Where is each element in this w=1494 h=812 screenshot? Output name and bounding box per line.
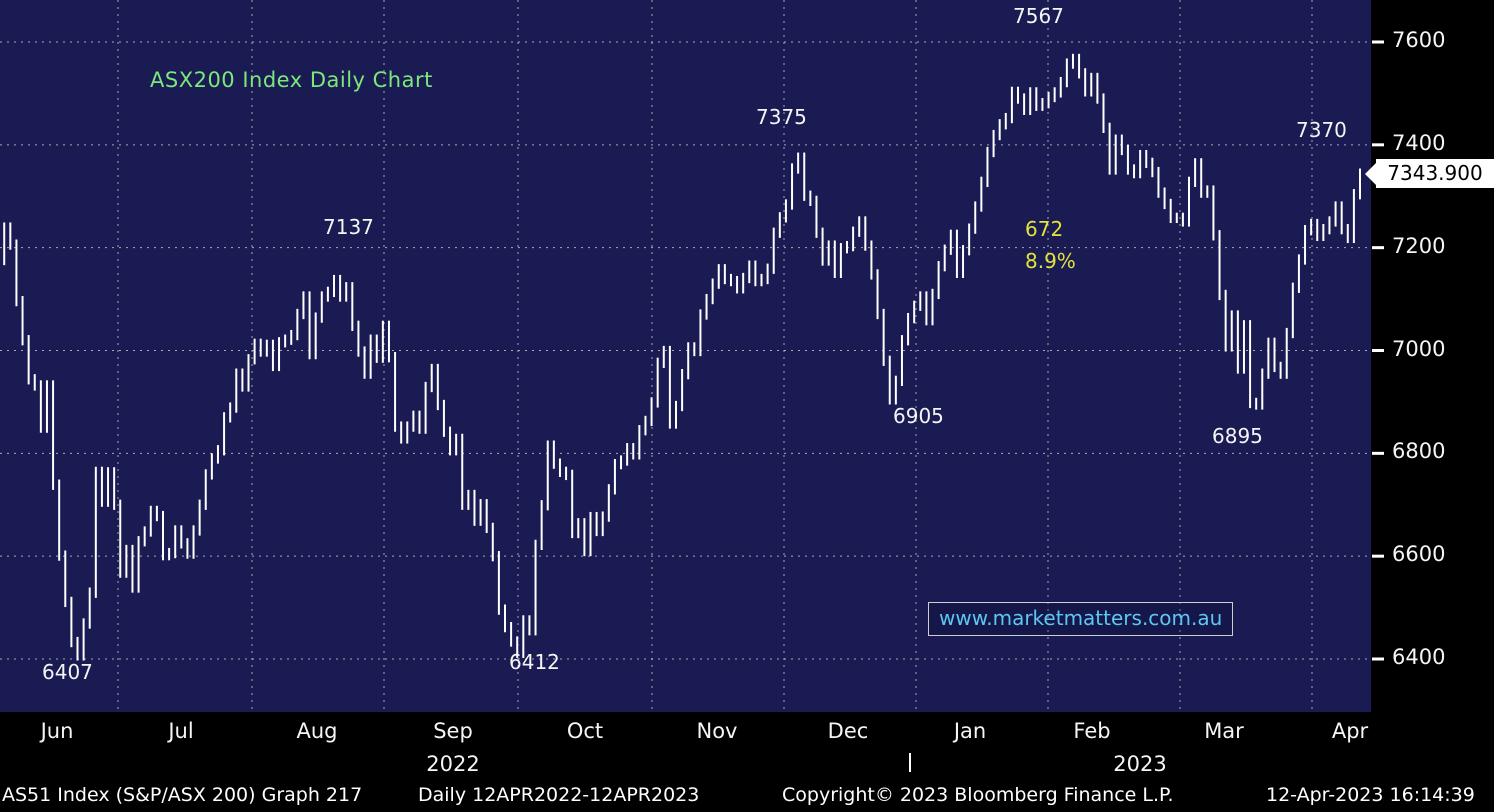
annotation-6895: 6895: [1212, 424, 1263, 448]
footer-copyright: Copyright© 2023 Bloomberg Finance L.P.: [782, 784, 1174, 806]
price-arrow-icon: [1365, 162, 1376, 185]
month-label-oct: Oct: [566, 719, 604, 743]
annotation-8-9pct: 8.9%: [1025, 249, 1076, 273]
annotation-7370: 7370: [1296, 118, 1347, 142]
y-axis-label-6800: 6800: [1392, 439, 1446, 464]
annotation-6905: 6905: [893, 404, 944, 428]
y-axis-label-7200: 7200: [1392, 233, 1446, 258]
year-label-2023: 2023: [1113, 752, 1167, 776]
y-axis-label-7000: 7000: [1392, 336, 1446, 361]
month-label-apr: Apr: [1331, 719, 1369, 743]
month-label-aug: Aug: [296, 719, 338, 743]
last-price-tag: 7343.900: [1365, 159, 1494, 188]
month-label-nov: Nov: [696, 719, 738, 743]
month-label-mar: Mar: [1204, 719, 1244, 743]
y-axis-label-6400: 6400: [1392, 645, 1446, 669]
chart-title: ASX200 Index Daily Chart: [150, 68, 433, 92]
annotation-7375: 7375: [756, 105, 807, 129]
watermark-url: www.marketmatters.com.au: [928, 602, 1234, 636]
annotation-672: 672: [1025, 217, 1064, 241]
month-label-sep: Sep: [433, 719, 473, 743]
year-label-2022: 2022: [426, 752, 480, 776]
y-axis-label-6600: 6600: [1392, 542, 1446, 567]
annotation-6407: 6407: [42, 660, 93, 684]
month-label-jun: Jun: [40, 719, 74, 743]
annotation-7137: 7137: [323, 215, 374, 239]
footer-range-info: Daily 12APR2022-12APR2023: [418, 784, 700, 806]
y-axis-label-7600: 7600: [1392, 28, 1446, 52]
last-price-value: 7343.900: [1387, 161, 1483, 185]
month-label-feb: Feb: [1073, 719, 1111, 743]
month-label-dec: Dec: [827, 719, 869, 743]
footer-timestamp: 12-Apr-2023 16:14:39: [1266, 784, 1475, 806]
y-axis-label-7400: 7400: [1392, 130, 1446, 155]
annotation-6412: 6412: [509, 650, 560, 674]
month-label-jul: Jul: [168, 719, 194, 743]
footer-ticker-info: AS51 Index (S&P/ASX 200) Graph 217: [2, 784, 363, 806]
annotation-7567: 7567: [1013, 4, 1064, 28]
month-label-jan: Jan: [953, 719, 987, 743]
